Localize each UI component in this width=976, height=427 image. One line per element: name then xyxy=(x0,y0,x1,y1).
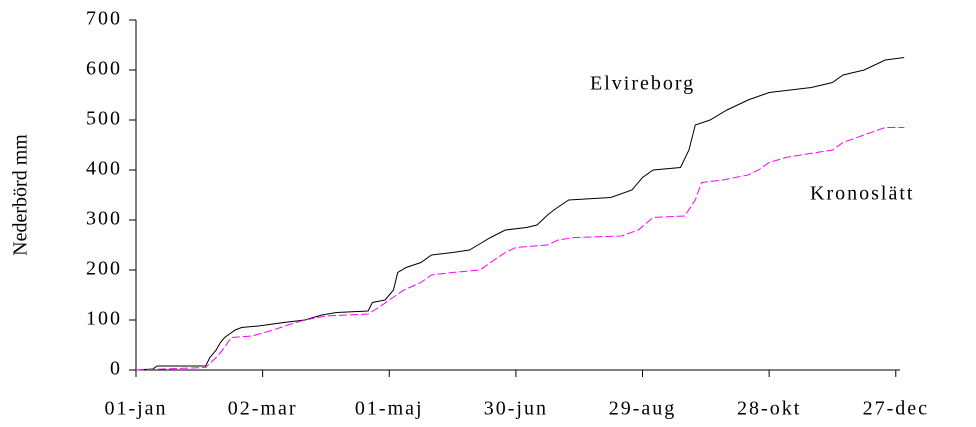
y-tick-label: 0 xyxy=(110,358,122,380)
data-line xyxy=(135,57,905,371)
series-label: Elvireborg xyxy=(590,73,695,95)
x-tick-label: 29-aug xyxy=(609,398,677,420)
data-line xyxy=(135,127,905,371)
series-label: Kronoslätt xyxy=(810,183,914,205)
x-tick-label: 30-jun xyxy=(484,398,548,420)
x-tick-label: 01-jan xyxy=(104,398,167,420)
y-tick-label: 300 xyxy=(86,208,122,230)
y-axis-label: Nederbörd mm xyxy=(10,134,32,256)
y-tick-label: 200 xyxy=(86,258,122,280)
y-tick-label: 100 xyxy=(86,308,122,330)
y-tick-label: 600 xyxy=(86,58,122,80)
y-tick-label: 400 xyxy=(86,158,122,180)
y-tick-label: 500 xyxy=(86,108,122,130)
x-tick-label: 02-mar xyxy=(228,398,298,420)
x-tick-label: 28-okt xyxy=(737,398,801,420)
x-tick-label: 01-maj xyxy=(355,398,424,420)
y-tick-label: 700 xyxy=(86,8,122,30)
x-tick-label: 27-dec xyxy=(863,398,929,420)
